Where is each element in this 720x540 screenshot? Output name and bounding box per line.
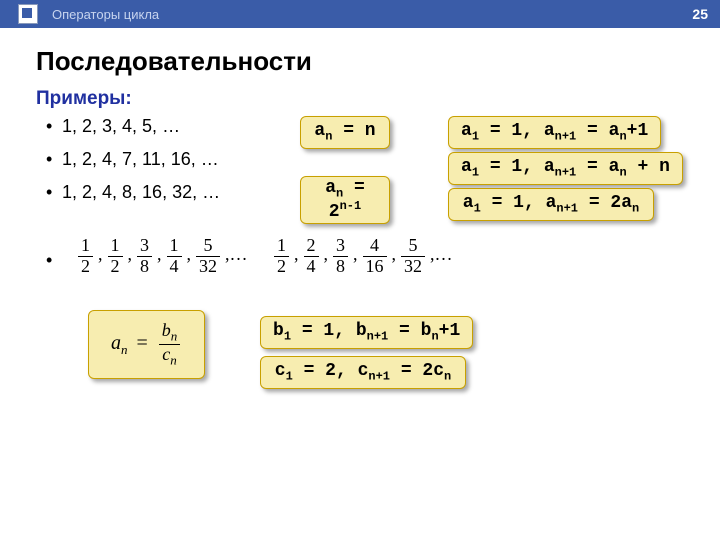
equals-sign: = bbox=[137, 332, 148, 354]
fraction-sequence-left: 12,12,38,14,532,… bbox=[76, 236, 251, 277]
formula-recurrence-plus-n: a1 = 1, an+1 = an + n bbox=[448, 152, 683, 185]
bullet-dot: • bbox=[46, 250, 52, 271]
header-logo bbox=[18, 4, 38, 24]
header-bar: Операторы цикла 25 bbox=[0, 0, 720, 28]
formula-an-bn-cn: an = bn cn bbox=[88, 310, 205, 379]
formula-an-equals-n: an = n bbox=[300, 116, 390, 149]
formula-recurrence-plus1: a1 = 1, an+1 = an+1 bbox=[448, 116, 661, 149]
formula-recurrence-times2: a1 = 1, an+1 = 2an bbox=[448, 188, 654, 221]
bullet-item: 1, 2, 3, 4, 5, … bbox=[62, 116, 220, 137]
fraction-bn-cn: bn cn bbox=[159, 321, 181, 368]
formula-an-2-pow: an =2n-1 bbox=[300, 176, 390, 224]
formula-c-recurrence: c1 = 2, cn+1 = 2cn bbox=[260, 356, 466, 389]
formula-b-recurrence: b1 = 1, bn+1 = bn+1 bbox=[260, 316, 473, 349]
bullet-list: 1, 2, 3, 4, 5, … 1, 2, 4, 7, 11, 16, … 1… bbox=[62, 116, 220, 215]
bullet-item: 1, 2, 4, 8, 16, 32, … bbox=[62, 182, 220, 203]
var-a: an bbox=[111, 332, 128, 354]
page-number: 25 bbox=[692, 6, 708, 22]
fraction-sequence-right: 12,24,38,416,532,… bbox=[272, 236, 456, 277]
section-label: Примеры: bbox=[36, 88, 132, 110]
header-title: Операторы цикла bbox=[52, 7, 159, 22]
bullet-item: 1, 2, 4, 7, 11, 16, … bbox=[62, 149, 220, 170]
slide-title: Последовательности bbox=[36, 46, 312, 77]
